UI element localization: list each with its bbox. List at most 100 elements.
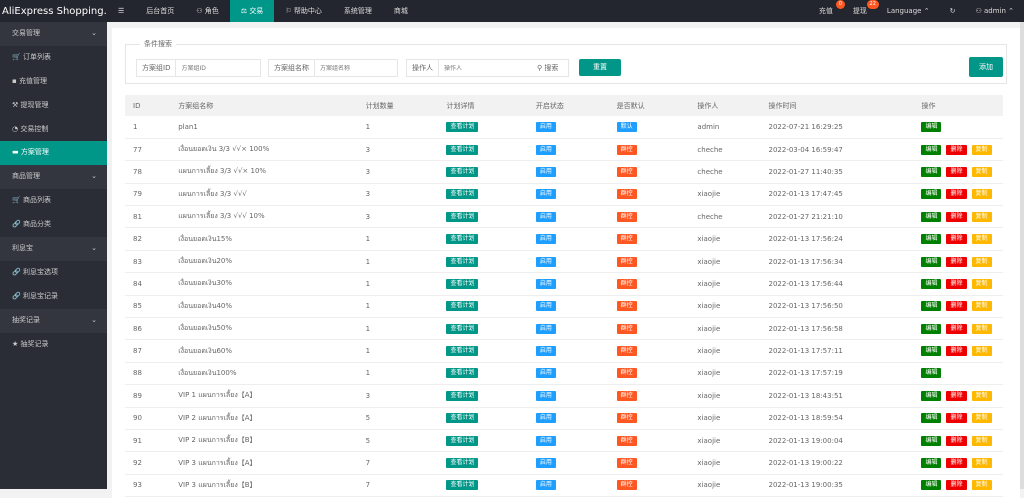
- edit-button[interactable]: 编辑: [921, 121, 942, 132]
- copy-button[interactable]: 复制: [971, 256, 992, 267]
- copy-button[interactable]: 复制: [971, 390, 992, 401]
- view-plan-button[interactable]: 查看计划: [446, 278, 479, 289]
- search-button[interactable]: ⚲ 搜索: [537, 64, 559, 72]
- copy-button[interactable]: 复制: [971, 413, 992, 424]
- view-plan-button[interactable]: 查看计划: [446, 166, 479, 177]
- scrollbar[interactable]: [1020, 22, 1024, 489]
- edit-button[interactable]: 编辑: [921, 301, 942, 312]
- edit-button[interactable]: 编辑: [921, 413, 942, 424]
- nav-item[interactable]: ⚖ 交易: [229, 0, 275, 22]
- edit-button[interactable]: 编辑: [921, 323, 942, 334]
- view-plan-button[interactable]: 查看计划: [446, 189, 479, 200]
- view-plan-button[interactable]: 查看计划: [446, 211, 479, 222]
- nav-item[interactable]: 后台首页: [135, 0, 185, 22]
- sidebar-group[interactable]: 抽奖记录 ⌄: [0, 308, 107, 333]
- delete-button[interactable]: 删除: [946, 301, 967, 312]
- copy-button[interactable]: 复制: [971, 278, 992, 289]
- reset-button[interactable]: 重置: [579, 59, 621, 76]
- enabled-badge[interactable]: 启用: [535, 278, 556, 289]
- copy-button[interactable]: 复制: [971, 435, 992, 446]
- nav-item[interactable]: 商城: [383, 0, 419, 22]
- add-button[interactable]: 添加: [969, 57, 1003, 77]
- name-input[interactable]: [315, 64, 395, 72]
- copy-button[interactable]: 复制: [971, 189, 992, 200]
- delete-button[interactable]: 删除: [946, 211, 967, 222]
- sidebar-item[interactable]: 🔗 商品分类: [0, 213, 107, 237]
- edit-button[interactable]: 编辑: [921, 390, 942, 401]
- edit-button[interactable]: 编辑: [921, 458, 942, 469]
- delete-button[interactable]: 删除: [946, 435, 967, 446]
- view-plan-button[interactable]: 查看计划: [446, 256, 479, 267]
- edit-button[interactable]: 编辑: [921, 189, 942, 200]
- copy-button[interactable]: 复制: [971, 458, 992, 469]
- enabled-badge[interactable]: 启用: [535, 256, 556, 267]
- view-plan-button[interactable]: 查看计划: [446, 480, 479, 491]
- enabled-badge[interactable]: 启用: [535, 458, 556, 469]
- language-menu[interactable]: Language ⌃: [877, 7, 940, 15]
- edit-button[interactable]: 编辑: [921, 480, 942, 491]
- copy-button[interactable]: 复制: [971, 234, 992, 245]
- sidebar-item[interactable]: 🔗 利息宝选项: [0, 261, 107, 285]
- copy-button[interactable]: 复制: [971, 211, 992, 222]
- edit-button[interactable]: 编辑: [921, 346, 942, 357]
- sidebar-item[interactable]: 🛒 订单列表: [0, 46, 107, 70]
- copy-button[interactable]: 复制: [971, 301, 992, 312]
- view-plan-button[interactable]: 查看计划: [446, 368, 479, 379]
- delete-button[interactable]: 删除: [946, 346, 967, 357]
- operator-input[interactable]: [439, 64, 534, 72]
- enabled-badge[interactable]: 启用: [535, 234, 556, 245]
- delete-button[interactable]: 删除: [946, 390, 967, 401]
- enabled-badge[interactable]: 启用: [535, 189, 556, 200]
- enabled-badge[interactable]: 启用: [535, 435, 556, 446]
- enabled-badge[interactable]: 启用: [535, 166, 556, 177]
- delete-button[interactable]: 删除: [946, 413, 967, 424]
- edit-button[interactable]: 编辑: [921, 368, 942, 379]
- enabled-badge[interactable]: 启用: [535, 346, 556, 357]
- sidebar-group[interactable]: 利息宝 ⌄: [0, 237, 107, 261]
- view-plan-button[interactable]: 查看计划: [446, 121, 479, 132]
- enabled-badge[interactable]: 启用: [535, 211, 556, 222]
- enabled-badge[interactable]: 启用: [535, 121, 556, 132]
- recharge-link[interactable]: 充值 0: [809, 0, 845, 16]
- delete-button[interactable]: 删除: [946, 166, 967, 177]
- menu-toggle-icon[interactable]: ☰: [118, 7, 125, 15]
- sidebar-item[interactable]: 🔗 利息宝记录: [0, 285, 107, 309]
- delete-button[interactable]: 删除: [946, 144, 967, 155]
- nav-item[interactable]: 系统管理: [333, 0, 383, 22]
- edit-button[interactable]: 编辑: [921, 278, 942, 289]
- edit-button[interactable]: 编辑: [921, 435, 942, 446]
- edit-button[interactable]: 编辑: [921, 234, 942, 245]
- nav-item[interactable]: ⚇ 角色: [185, 0, 230, 22]
- view-plan-button[interactable]: 查看计划: [446, 144, 479, 155]
- enabled-badge[interactable]: 启用: [535, 390, 556, 401]
- delete-button[interactable]: 删除: [946, 278, 967, 289]
- view-plan-button[interactable]: 查看计划: [446, 234, 479, 245]
- edit-button[interactable]: 编辑: [921, 166, 942, 177]
- enabled-badge[interactable]: 启用: [535, 413, 556, 424]
- withdraw-link[interactable]: 提现 22: [843, 0, 879, 16]
- sidebar-item[interactable]: ★ 抽奖记录: [0, 333, 107, 357]
- edit-button[interactable]: 编辑: [921, 256, 942, 267]
- view-plan-button[interactable]: 查看计划: [446, 390, 479, 401]
- delete-button[interactable]: 删除: [946, 234, 967, 245]
- enabled-badge[interactable]: 启用: [535, 480, 556, 491]
- nav-item[interactable]: ⚐ 帮助中心: [274, 0, 333, 22]
- sidebar-item[interactable]: 🛒 商品列表: [0, 189, 107, 213]
- delete-button[interactable]: 删除: [946, 256, 967, 267]
- id-input[interactable]: [176, 64, 237, 72]
- sidebar-group[interactable]: 商品管理 ⌄: [0, 165, 107, 190]
- delete-button[interactable]: 删除: [946, 480, 967, 491]
- view-plan-button[interactable]: 查看计划: [446, 435, 479, 446]
- edit-button[interactable]: 编辑: [921, 211, 942, 222]
- enabled-badge[interactable]: 启用: [535, 323, 556, 334]
- sidebar-group[interactable]: 交易管理 ⌄: [0, 22, 107, 46]
- sidebar-item[interactable]: ◔ 交易控制: [0, 118, 107, 142]
- copy-button[interactable]: 复制: [971, 323, 992, 334]
- delete-button[interactable]: 删除: [946, 458, 967, 469]
- enabled-badge[interactable]: 启用: [535, 368, 556, 379]
- delete-button[interactable]: 删除: [946, 323, 967, 334]
- edit-button[interactable]: 编辑: [921, 144, 942, 155]
- view-plan-button[interactable]: 查看计划: [446, 413, 479, 424]
- sidebar-item[interactable]: ⚒ 提现管理: [0, 94, 107, 118]
- view-plan-button[interactable]: 查看计划: [446, 301, 479, 312]
